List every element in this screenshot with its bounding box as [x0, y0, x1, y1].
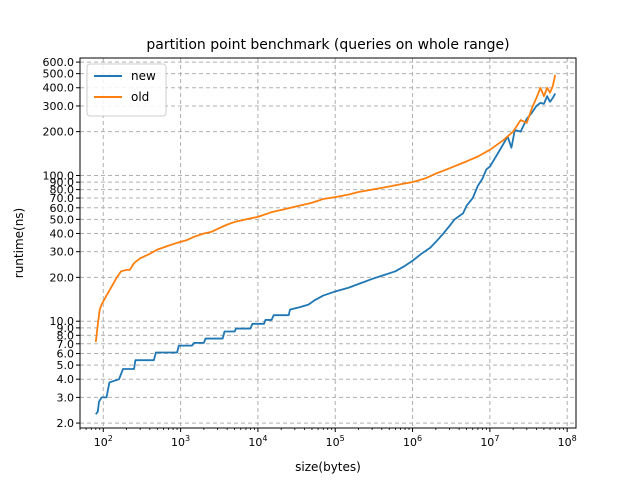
- y-tick-label: 300.0: [43, 100, 75, 113]
- y-tick-label: 5.0: [57, 359, 75, 372]
- y-tick-label: 40.0: [50, 227, 75, 240]
- legend-label-old: old: [131, 90, 149, 104]
- x-axis-label: size(bytes): [295, 460, 361, 474]
- grid: [80, 58, 576, 428]
- y-tick-label: 9.0: [57, 322, 75, 335]
- y-axis: 2.0 3.0 4.05.06.07.08.09.010.0 20.0 30.0 40.0…: [43, 56, 80, 430]
- series-line-new: [95, 93, 556, 415]
- series-line-old: [94, 74, 557, 343]
- y-tick-label: 600.0: [43, 56, 75, 69]
- y-tick-label: 80.0: [50, 184, 75, 197]
- y-tick-label: 2.0: [57, 417, 75, 430]
- legend-label-new: new: [131, 69, 156, 83]
- y-tick-label: 8.0: [57, 329, 75, 342]
- y-tick-label: 3.0: [57, 391, 75, 404]
- y-tick-label: 30.0: [50, 246, 75, 259]
- legend: new old: [86, 63, 167, 117]
- y-tick-label: 90.0: [50, 176, 75, 189]
- chart-title: partition point benchmark (queries on wh…: [146, 37, 509, 53]
- y-tick-label: 20.0: [50, 271, 75, 284]
- y-tick-label: 400.0: [43, 82, 75, 95]
- y-tick-label: 10.0: [50, 315, 75, 328]
- y-tick-label: 6.0: [57, 348, 75, 361]
- y-axis-label: runtime(ns): [12, 208, 26, 278]
- y-tick-label: 100.0: [43, 169, 75, 182]
- y-tick-label: 500.0: [43, 68, 75, 81]
- y-tick-label: 60.0: [50, 202, 75, 215]
- y-tick-label: 200.0: [43, 126, 75, 139]
- y-tick-label: 70.0: [50, 192, 75, 205]
- y-tick-label: 50.0: [50, 213, 75, 226]
- y-tick-label: 4.0: [57, 373, 75, 386]
- y-tick-label: 7.0: [57, 338, 75, 351]
- series-layer: [94, 74, 557, 415]
